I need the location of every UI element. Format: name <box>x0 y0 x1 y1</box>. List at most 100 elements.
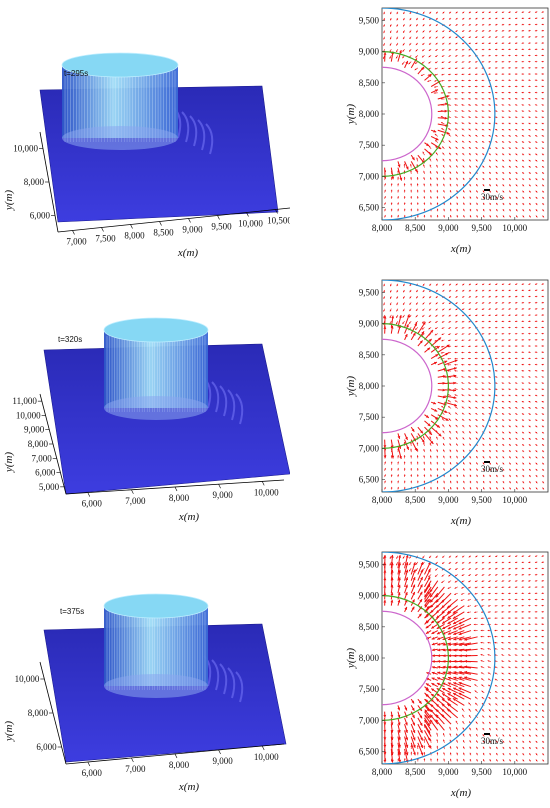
y-axis-label: y(m) <box>345 376 357 397</box>
arrow-head <box>462 721 465 723</box>
arrow-head <box>435 719 439 723</box>
arrow-head <box>397 758 400 760</box>
arrow-head <box>481 48 484 51</box>
arrow-head <box>508 332 510 335</box>
arrow-head <box>442 30 445 33</box>
arrow-head <box>514 326 517 329</box>
arrow-head <box>528 592 530 595</box>
arrow-head <box>535 673 537 675</box>
arrow-head <box>515 147 518 150</box>
arrow-head <box>435 283 438 286</box>
arrow-head <box>529 740 531 743</box>
arrow-head <box>528 184 531 187</box>
arrow-head <box>454 376 457 378</box>
arrow-head <box>508 110 511 113</box>
arrow-head <box>534 42 537 44</box>
arrow-head <box>528 413 531 415</box>
arrow-head <box>481 302 484 304</box>
arrow-head <box>481 567 484 570</box>
arrow-head <box>475 721 478 724</box>
arrow-head <box>495 104 497 106</box>
arrow-head <box>528 586 530 588</box>
arrow-head <box>435 327 437 329</box>
arrow-head <box>528 178 531 181</box>
arrow-head <box>515 746 518 749</box>
arrow-head <box>416 302 418 305</box>
arrow-head <box>489 443 491 446</box>
arrow-head <box>502 450 505 452</box>
arrow-head <box>434 86 436 88</box>
arrow-head <box>515 444 518 446</box>
arrow-head <box>416 467 419 470</box>
arrow-head <box>535 475 538 477</box>
arrow-head <box>535 425 538 428</box>
arrow-head <box>515 382 517 385</box>
arrow-head <box>494 685 497 687</box>
arrow-head <box>390 202 393 205</box>
arrow-head <box>435 417 437 420</box>
arrow-head <box>488 394 491 397</box>
arrow-head <box>514 60 517 63</box>
arrow-head <box>414 68 417 71</box>
arrow-head <box>473 617 476 620</box>
arrow-head <box>422 315 425 317</box>
arrow-head <box>454 593 457 595</box>
x-tick-label: 10,000 <box>502 495 527 505</box>
arrow-head <box>522 728 525 731</box>
arrow-head <box>454 345 457 348</box>
arrow-head <box>442 436 445 439</box>
arrow-head <box>425 694 429 697</box>
arrow-head <box>482 740 485 743</box>
arrow-head <box>431 620 435 624</box>
arrow-head <box>501 407 504 409</box>
arrow-head <box>436 202 439 205</box>
arrow-head <box>482 171 485 174</box>
y-tick-label: 9,000 <box>359 47 380 57</box>
arrow-head <box>453 632 457 635</box>
arrow-head <box>423 758 426 761</box>
arrow-head <box>456 487 459 489</box>
arrow-head <box>541 697 544 700</box>
arrow-head <box>458 676 462 680</box>
arrow-head <box>410 163 412 166</box>
arrow-head <box>515 679 517 681</box>
arrow-head <box>455 289 458 292</box>
arrow-head <box>432 660 435 663</box>
arrow-head <box>535 431 538 434</box>
arrow-head <box>501 623 503 626</box>
arrow-head <box>461 406 464 409</box>
arrow-head <box>521 363 524 366</box>
arrow-head <box>462 11 465 14</box>
arrow-head <box>448 122 450 124</box>
arrow-head <box>441 327 444 329</box>
x-tick-label: 8,000 <box>124 231 145 241</box>
arrow-head <box>414 323 417 327</box>
arrow-head <box>508 301 511 304</box>
arrow-head <box>475 165 478 168</box>
y-tick-label: 6,500 <box>359 203 380 213</box>
arrow-head <box>541 369 544 372</box>
arrow-head <box>416 183 419 186</box>
arrow-head <box>515 289 517 292</box>
arrow-head <box>443 177 445 180</box>
arrow-head <box>442 395 446 399</box>
arrow-head <box>454 351 457 354</box>
arrow-head <box>437 654 441 658</box>
arrow-head <box>515 196 518 199</box>
arrow-head <box>441 333 444 336</box>
wave-ripple <box>197 119 206 151</box>
arrow-head <box>528 641 530 644</box>
arrow-head <box>495 326 497 329</box>
arrow-head <box>502 190 505 193</box>
arrow-head <box>495 110 497 113</box>
arrow-head <box>521 60 524 63</box>
arrow-head <box>431 665 435 669</box>
arrow-head <box>383 445 387 448</box>
arrow-head <box>456 202 459 205</box>
arrow-head <box>528 604 530 607</box>
arrow-head <box>403 196 406 198</box>
arrow-head <box>495 36 497 38</box>
arrow-head <box>535 444 538 446</box>
arrow-head <box>522 444 524 446</box>
arrow-head <box>488 592 490 595</box>
